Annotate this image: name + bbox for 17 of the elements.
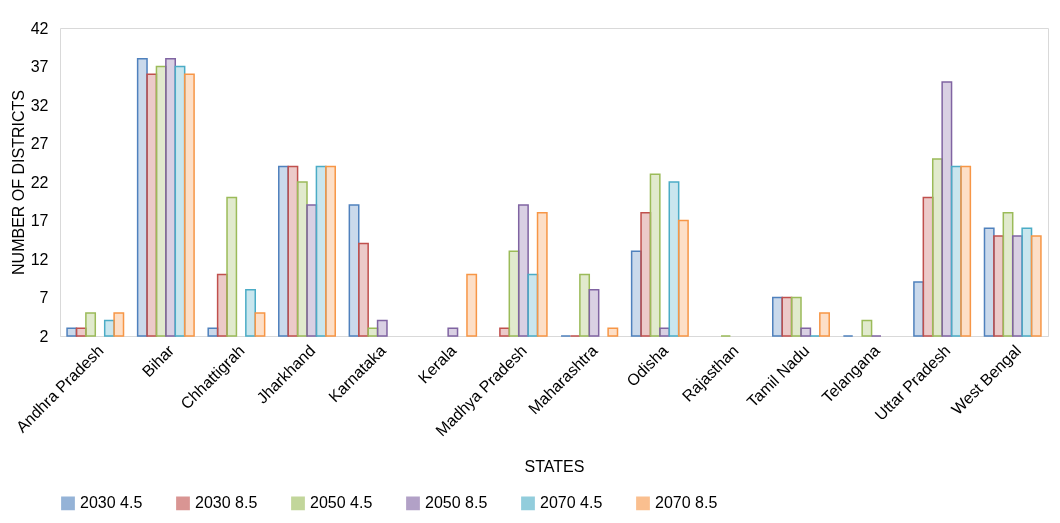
- x-axis-title: STATES: [524, 458, 585, 476]
- y-tick-label: 27: [30, 135, 49, 152]
- y-tick-label: 42: [30, 19, 49, 37]
- legend-label: 2050 8.5: [425, 494, 488, 512]
- legend-label: 2030 4.5: [80, 494, 143, 512]
- legend-label: 2030 8.5: [195, 494, 258, 512]
- legend-label: 2070 8.5: [655, 494, 718, 512]
- y-tick-label: 22: [30, 173, 49, 191]
- y-tick-label: 32: [30, 96, 49, 114]
- y-tick-label: 2: [39, 327, 49, 345]
- y-tick-label: 17: [30, 212, 49, 229]
- y-tick-label: 37: [30, 58, 49, 75]
- y-tick-label: 7: [39, 289, 49, 306]
- y-axis-title: NUMBER OF DISTRICTS: [9, 90, 27, 275]
- legend-label: 2050 4.5: [310, 494, 373, 512]
- y-tick-label: 12: [30, 250, 49, 268]
- legend-label: 2070 4.5: [540, 494, 603, 512]
